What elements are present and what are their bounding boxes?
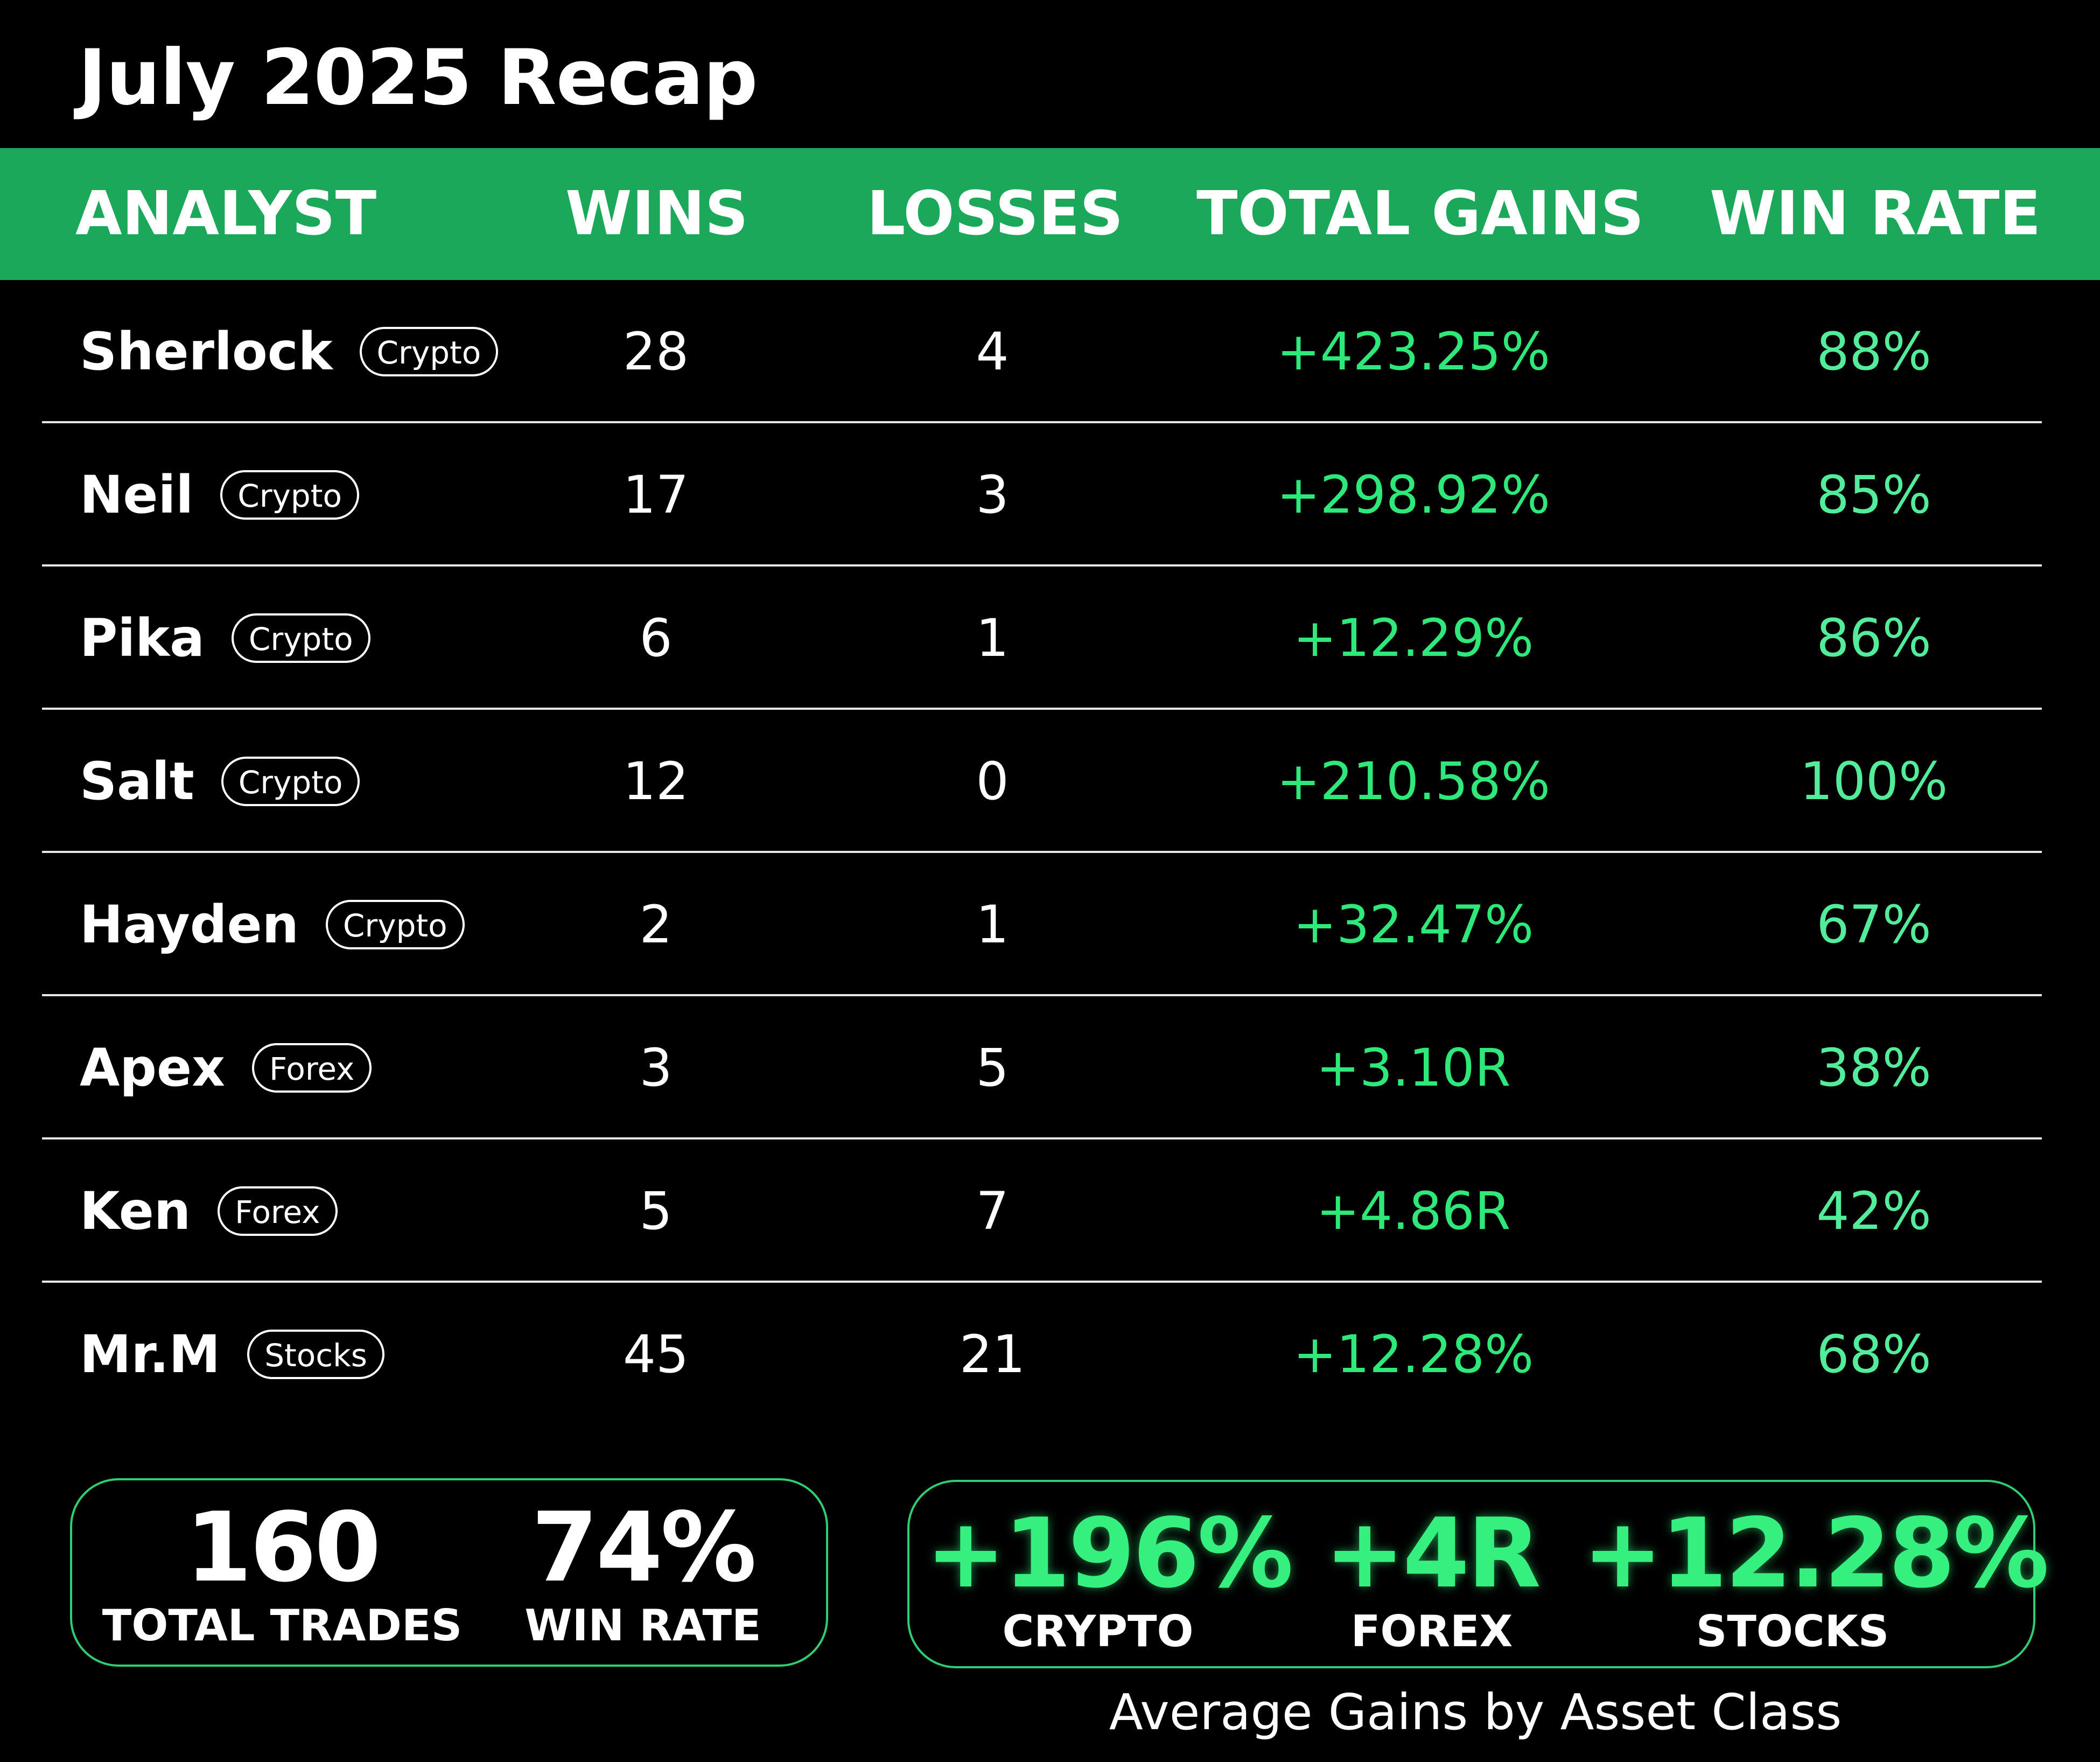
total-trades-stat: 160 TOTAL TRADES [94, 1497, 471, 1653]
total-gains-cell: +12.29% [1293, 608, 1534, 668]
asset-class-badge: Forex [218, 1186, 338, 1236]
column-header-analyst[interactable]: ANALYST [75, 179, 377, 249]
table-row[interactable]: Neil Crypto 17 3 +298.92% 85% [0, 423, 2100, 567]
row-divider [42, 1137, 2042, 1139]
asset-class-badge: Stocks [247, 1330, 384, 1379]
total-trades-value: 160 [185, 1492, 381, 1603]
column-header-win-rate[interactable]: WIN RATE [1710, 179, 2041, 249]
wins-cell: 2 [639, 894, 673, 955]
table-header: ANALYST WINS LOSSES TOTAL GAINS WIN RATE [0, 148, 2100, 280]
table-row[interactable]: Salt Crypto 12 0 +210.58% 100% [0, 710, 2100, 853]
table-row[interactable]: Hayden Crypto 2 1 +32.47% 67% [0, 853, 2100, 996]
row-divider [42, 564, 2042, 567]
asset-class-badge: Crypto [221, 757, 360, 806]
asset-class-badge: Crypto [231, 613, 370, 663]
win-rate-cell: 85% [1816, 465, 1931, 525]
crypto-average-stat: +196% CRYPTO [926, 1498, 1293, 1659]
row-divider [42, 708, 2042, 710]
losses-cell: 21 [959, 1324, 1026, 1385]
total-gains-cell: +210.58% [1277, 751, 1550, 812]
asset-class-badge: Crypto [325, 900, 465, 949]
analyst-cell: Salt Crypto [80, 710, 360, 853]
analyst-name: Apex [80, 1038, 226, 1098]
crypto-average-label: CRYPTO [1002, 1606, 1194, 1656]
row-divider [42, 421, 2042, 423]
wins-cell: 17 [622, 465, 689, 525]
asset-class-badge: Crypto [220, 470, 359, 520]
win-rate-cell: 86% [1816, 608, 1931, 668]
total-trades-label: TOTAL TRADES [102, 1600, 463, 1651]
win-rate-cell: 88% [1816, 321, 1931, 382]
forex-average-value: +4R [1324, 1498, 1541, 1609]
analyst-cell: Neil Crypto [80, 423, 359, 567]
win-rate-cell: 42% [1816, 1181, 1931, 1241]
losses-cell: 5 [976, 1038, 1009, 1098]
row-divider [42, 1281, 2042, 1283]
win-rate-cell: 100% [1800, 751, 1948, 812]
analyst-name: Sherlock [80, 321, 333, 382]
analyst-cell: Hayden Crypto [80, 853, 465, 996]
table-row[interactable]: Pika Crypto 6 1 +12.29% 86% [0, 567, 2100, 710]
stocks-average-value: +12.28% [1583, 1498, 2049, 1609]
asset-class-badge: Crypto [359, 327, 499, 376]
page-title: July 2025 Recap [78, 33, 758, 122]
analyst-cell: Pika Crypto [80, 567, 370, 710]
crypto-average-value: +196% [926, 1498, 1293, 1609]
wins-cell: 6 [639, 608, 673, 668]
win-rate-cell: 68% [1816, 1324, 1931, 1385]
forex-average-stat: +4R FOREX [1319, 1502, 1545, 1659]
losses-cell: 1 [976, 608, 1009, 668]
analyst-cell: Ken Forex [80, 1139, 338, 1283]
summary-box: 160 TOTAL TRADES 74% WIN RATE [70, 1478, 828, 1667]
column-header-total-gains[interactable]: TOTAL GAINS [1196, 179, 1644, 249]
average-gains-box: +196% CRYPTO +4R FOREX +12.28% STOCKS [907, 1480, 2049, 1668]
analyst-name: Salt [80, 751, 194, 812]
analyst-name: Ken [80, 1181, 191, 1241]
analyst-cell: Apex Forex [80, 996, 372, 1139]
analyst-table: Sherlock Crypto 28 4 +423.25% 88% Neil Cry… [0, 280, 2100, 1427]
total-gains-cell: +32.47% [1293, 894, 1534, 955]
wins-cell: 28 [622, 321, 689, 382]
row-divider [42, 851, 2042, 853]
total-gains-cell: +298.92% [1277, 465, 1550, 525]
row-divider [42, 994, 2042, 996]
stocks-average-label: STOCKS [1696, 1606, 1889, 1656]
table-row[interactable]: Sherlock Crypto 28 4 +423.25% 88% [0, 280, 2100, 423]
wins-cell: 3 [639, 1038, 673, 1098]
table-row[interactable]: Mr.M Stocks 45 21 +12.28% 68% [0, 1283, 2100, 1426]
column-header-wins[interactable]: WINS [565, 179, 748, 249]
total-gains-cell: +12.28% [1293, 1324, 1534, 1385]
total-gains-cell: +4.86R [1316, 1181, 1511, 1241]
analyst-name: Pika [80, 608, 205, 668]
losses-cell: 0 [976, 751, 1009, 812]
wins-cell: 5 [639, 1181, 673, 1241]
average-gains-caption: Average Gains by Asset Class [1109, 1683, 1842, 1741]
analyst-name: Hayden [80, 894, 299, 955]
losses-cell: 7 [976, 1181, 1009, 1241]
losses-cell: 1 [976, 894, 1009, 955]
losses-cell: 3 [976, 465, 1009, 525]
win-rate-cell: 38% [1816, 1038, 1931, 1098]
table-row[interactable]: Apex Forex 3 5 +3.10R 38% [0, 996, 2100, 1139]
wins-cell: 12 [622, 751, 689, 812]
forex-average-label: FOREX [1350, 1606, 1513, 1656]
wins-cell: 45 [622, 1324, 689, 1385]
losses-cell: 4 [976, 321, 1009, 382]
total-gains-cell: +3.10R [1316, 1038, 1511, 1098]
overall-win-rate-stat: 74% WIN RATE [492, 1497, 794, 1653]
total-gains-cell: +423.25% [1277, 321, 1550, 382]
overall-win-rate-label: WIN RATE [524, 1600, 761, 1651]
win-rate-cell: 67% [1816, 894, 1931, 955]
table-row[interactable]: Ken Forex 5 7 +4.86R 42% [0, 1139, 2100, 1283]
column-header-losses[interactable]: LOSSES [867, 179, 1124, 249]
stocks-average-stat: +12.28% STOCKS [1583, 1498, 2049, 1659]
analyst-name: Neil [80, 465, 194, 525]
analyst-cell: Mr.M Stocks [80, 1283, 384, 1426]
analyst-name: Mr.M [80, 1324, 221, 1385]
analyst-cell: Sherlock Crypto [80, 280, 499, 423]
overall-win-rate-value: 74% [531, 1492, 757, 1603]
asset-class-badge: Forex [252, 1043, 372, 1093]
